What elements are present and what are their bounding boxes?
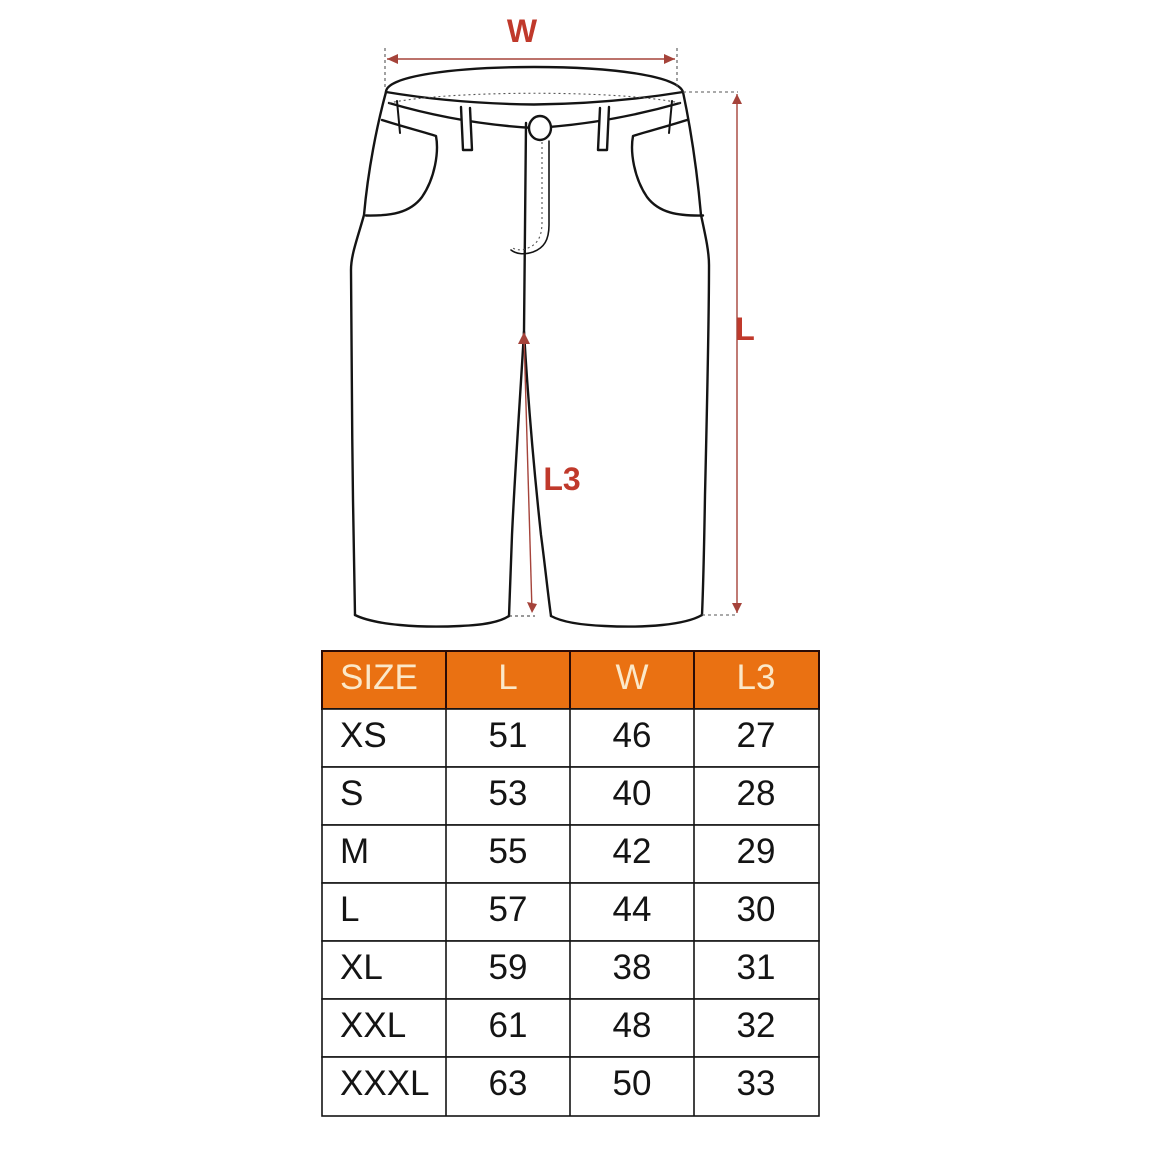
svg-text:S: S (340, 774, 363, 813)
svg-text:XXL: XXL (340, 1006, 406, 1045)
svg-text:31: 31 (737, 948, 776, 987)
svg-text:M: M (340, 832, 369, 871)
svg-text:44: 44 (613, 890, 652, 929)
svg-text:53: 53 (489, 774, 528, 813)
svg-text:63: 63 (489, 1064, 528, 1103)
svg-text:38: 38 (613, 948, 652, 987)
svg-text:32: 32 (737, 1006, 776, 1045)
svg-text:55: 55 (489, 832, 528, 871)
svg-text:46: 46 (613, 716, 652, 755)
svg-text:57: 57 (489, 890, 528, 929)
svg-text:W: W (507, 13, 538, 49)
svg-text:XS: XS (340, 716, 387, 755)
svg-text:50: 50 (613, 1064, 652, 1103)
svg-text:XXXL: XXXL (340, 1064, 430, 1103)
svg-text:30: 30 (737, 890, 776, 929)
svg-text:42: 42 (613, 832, 652, 871)
svg-text:L: L (735, 311, 755, 347)
svg-text:L3: L3 (543, 461, 580, 497)
svg-text:59: 59 (489, 948, 528, 987)
svg-text:XL: XL (340, 948, 383, 987)
svg-text:L: L (498, 658, 517, 697)
svg-text:29: 29 (737, 832, 776, 871)
svg-text:61: 61 (489, 1006, 528, 1045)
svg-text:48: 48 (613, 1006, 652, 1045)
svg-text:28: 28 (737, 774, 776, 813)
svg-text:SIZE: SIZE (340, 658, 418, 697)
svg-text:L: L (340, 890, 359, 929)
svg-text:27: 27 (737, 716, 776, 755)
svg-text:L3: L3 (737, 658, 776, 697)
svg-text:51: 51 (489, 716, 528, 755)
svg-text:W: W (615, 658, 648, 697)
svg-text:33: 33 (737, 1064, 776, 1103)
svg-text:40: 40 (613, 774, 652, 813)
